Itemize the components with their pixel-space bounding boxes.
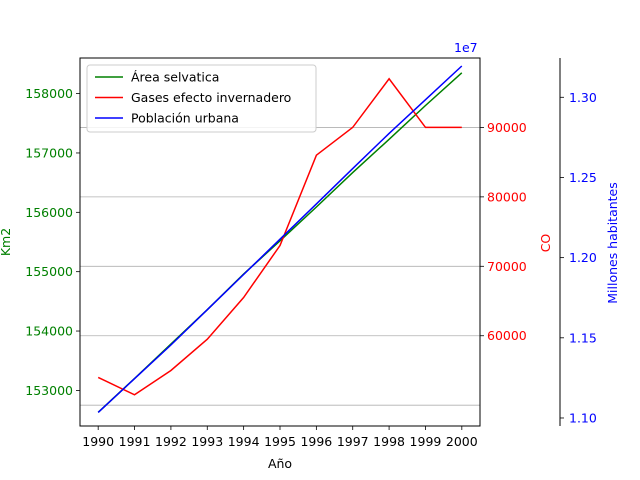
right-tick-label: 90000	[487, 120, 527, 135]
legend: Área selvatica Gases efecto invernadero Po…	[86, 64, 317, 133]
x-tick-label: 1997	[337, 434, 369, 449]
right-axis-label: CO	[538, 234, 553, 253]
x-tick-label: 1995	[264, 434, 296, 449]
series-line-2	[97, 65, 463, 413]
legend-label-2: Población urbana	[131, 111, 239, 126]
left-tick-label: 157000	[25, 145, 73, 160]
x-tick-label: 1996	[300, 434, 332, 449]
outer-tick-label: 1.15	[569, 330, 597, 345]
x-tick-label: 1999	[410, 434, 442, 449]
right-tick-label: 80000	[487, 189, 527, 204]
outer-axis-offset-label: 1e7	[454, 40, 478, 55]
x-axis-label: Año	[268, 456, 292, 471]
axes: 1990 1991 1992 1993 1994 1995 1996 1997 1998 1999…	[0, 40, 620, 471]
outer-tick-label: 1.30	[569, 90, 597, 105]
legend-label-1: Gases efecto invernadero	[131, 90, 291, 105]
grid-lines	[80, 127, 480, 406]
right-tick-label: 70000	[487, 259, 527, 274]
series-line-1	[97, 77, 462, 396]
right-tick-label: 60000	[487, 328, 527, 343]
left-tick-label: 153000	[25, 383, 73, 398]
legend-label-0: Área selvatica	[131, 70, 219, 85]
outer-tick-label: 1.10	[569, 410, 597, 425]
x-tick-label: 1992	[155, 434, 187, 449]
x-tick-label: 1998	[373, 434, 405, 449]
x-tick-label: 1993	[191, 434, 223, 449]
legend-box	[86, 64, 317, 133]
outer-tick-label: 1.25	[569, 170, 597, 185]
left-tick-label: 158000	[25, 86, 73, 101]
left-tick-label: 155000	[25, 264, 73, 279]
left-axis-label: Km2	[0, 228, 13, 256]
x-tick-label: 1990	[82, 434, 114, 449]
plot-series	[97, 65, 463, 413]
x-tick-label: 1991	[119, 434, 151, 449]
x-tick-label: 2000	[446, 434, 478, 449]
x-tick-label: 1994	[228, 434, 260, 449]
left-tick-label: 154000	[25, 324, 73, 339]
outer-tick-label: 1.20	[569, 250, 597, 265]
outer-axis-label: Millones habitantes	[605, 182, 620, 304]
left-tick-label: 156000	[25, 205, 73, 220]
